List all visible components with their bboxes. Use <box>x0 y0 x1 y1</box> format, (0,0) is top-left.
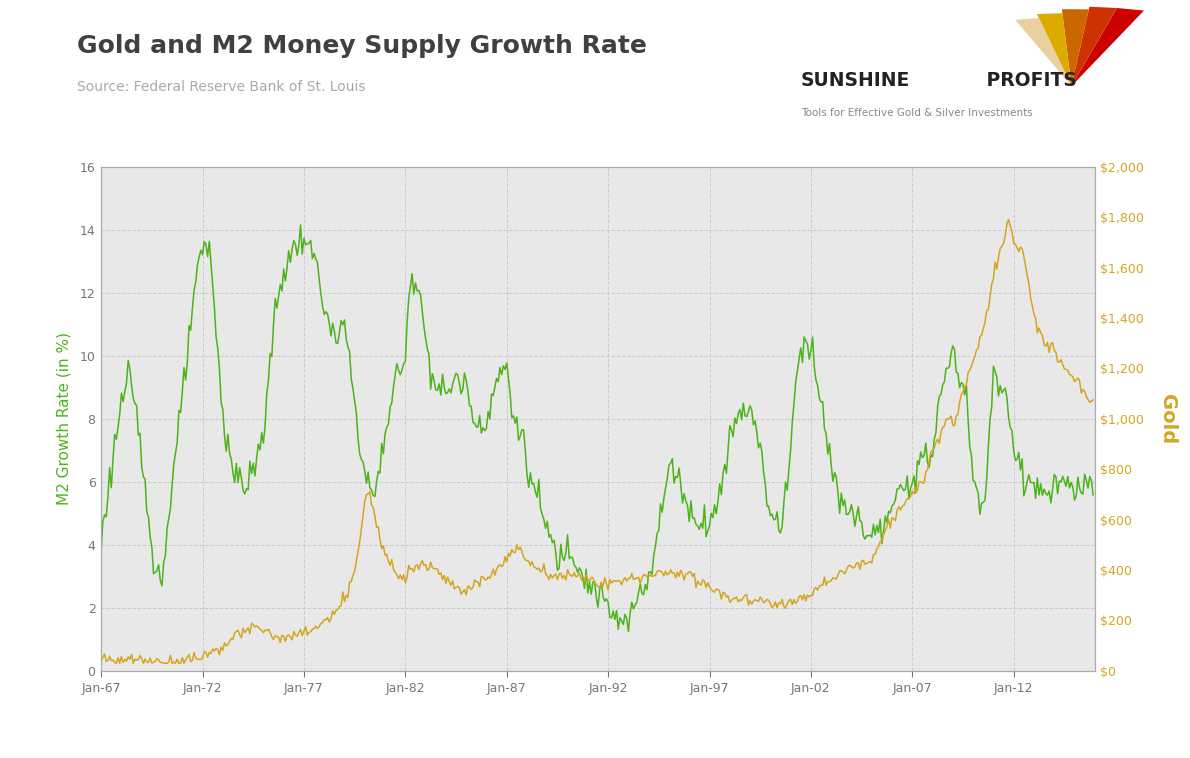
Polygon shape <box>1071 7 1117 86</box>
Text: SUNSHINE: SUNSHINE <box>801 71 910 90</box>
Polygon shape <box>1036 13 1071 86</box>
Text: PROFITS: PROFITS <box>981 71 1077 90</box>
Text: Tools for Effective Gold & Silver Investments: Tools for Effective Gold & Silver Invest… <box>801 108 1033 117</box>
Text: Gold and M2 Money Supply Growth Rate: Gold and M2 Money Supply Growth Rate <box>77 34 647 58</box>
Text: Source: Federal Reserve Bank of St. Louis: Source: Federal Reserve Bank of St. Loui… <box>77 80 365 93</box>
Polygon shape <box>1061 9 1089 86</box>
Y-axis label: M2 Growth Rate (in %): M2 Growth Rate (in %) <box>56 332 71 506</box>
Y-axis label: Gold: Gold <box>1158 393 1177 444</box>
Polygon shape <box>1015 18 1071 86</box>
Polygon shape <box>1071 8 1144 86</box>
